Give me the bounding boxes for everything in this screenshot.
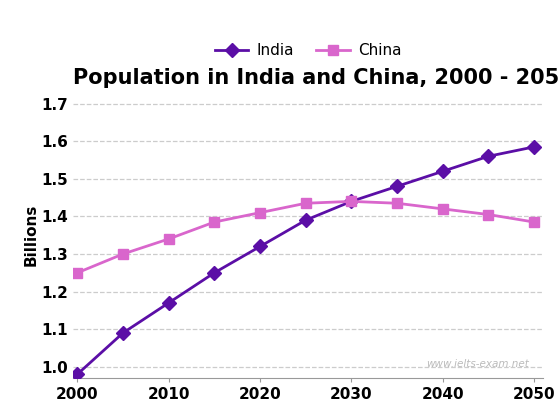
China bbox=[165, 236, 172, 241]
India bbox=[440, 169, 446, 174]
China bbox=[485, 212, 492, 217]
China bbox=[531, 220, 538, 225]
India bbox=[531, 144, 538, 150]
China bbox=[211, 220, 218, 225]
India bbox=[348, 199, 354, 204]
Text: Population in India and China, 2000 - 2050: Population in India and China, 2000 - 20… bbox=[73, 68, 560, 88]
India bbox=[485, 154, 492, 159]
China bbox=[440, 206, 446, 211]
India bbox=[120, 331, 127, 336]
Line: China: China bbox=[72, 197, 539, 278]
China bbox=[302, 201, 309, 206]
Line: India: India bbox=[72, 142, 539, 379]
India bbox=[165, 300, 172, 305]
China bbox=[256, 210, 263, 215]
India bbox=[256, 244, 263, 249]
Y-axis label: Billions: Billions bbox=[24, 204, 38, 266]
India bbox=[302, 218, 309, 223]
Legend: India, China: India, China bbox=[209, 37, 407, 64]
India bbox=[394, 184, 400, 189]
India bbox=[211, 270, 218, 275]
India bbox=[74, 372, 81, 377]
Text: www.ielts-exam.net: www.ielts-exam.net bbox=[426, 360, 529, 370]
China bbox=[74, 270, 81, 275]
China bbox=[120, 252, 127, 257]
China bbox=[348, 199, 354, 204]
China bbox=[394, 201, 400, 206]
